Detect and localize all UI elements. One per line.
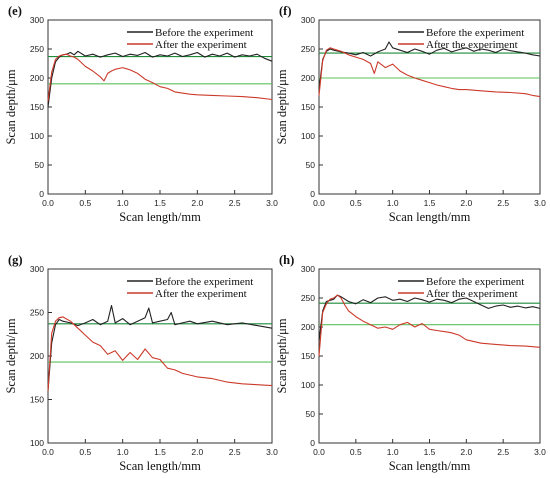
chart-panel-g: 0.0 0.5 1.0 1.5 2.0 2.5 3.0 100 150 200 250 300 (g) S… (4, 253, 278, 473)
series-line-after (47, 53, 273, 102)
y-tick-label: 200 (301, 73, 315, 83)
x-tick-label: 1.0 (387, 447, 399, 457)
series-line-before (318, 294, 541, 342)
x-tick-label: 2.5 (497, 447, 509, 457)
y-tick-label: 250 (30, 308, 44, 318)
x-tick-label: 1.0 (117, 447, 129, 457)
chart-panel-f: 0.0 0.5 1.0 1.5 2.0 2.5 3.0 0 50 100 150 200 250 300 (… (275, 4, 546, 224)
legend-label-before: Before the experiment (155, 276, 253, 288)
y-tick-label: 50 (306, 409, 316, 419)
series-line-after (318, 47, 541, 98)
legend-label-after: After the experiment (426, 288, 518, 300)
x-tick-label: 2.5 (229, 447, 241, 457)
legend-label-after: After the experiment (155, 288, 247, 300)
x-tick-label: 1.0 (117, 198, 129, 208)
x-tick-label: 2.0 (191, 198, 203, 208)
x-tick-label: 3.0 (534, 447, 546, 457)
y-tick-label: 200 (301, 322, 315, 332)
x-tick-label: 2.0 (191, 447, 203, 457)
x-tick-label: 1.5 (424, 447, 436, 457)
y-tick-label: 250 (301, 293, 315, 303)
y-tick-label: 300 (30, 264, 44, 274)
series-line-after (47, 316, 273, 391)
series-line-before (47, 50, 273, 108)
y-tick-label: 300 (301, 15, 315, 25)
x-tick-label: 0.0 (42, 198, 54, 208)
chart-panel-h: 0.0 0.5 1.0 1.5 2.0 2.5 3.0 0 50 100 150 200 250 300 (… (275, 253, 546, 473)
x-tick-label: 0.5 (350, 447, 362, 457)
y-tick-label: 50 (35, 160, 45, 170)
y-tick-label: 150 (30, 102, 44, 112)
y-tick-label: 250 (30, 44, 44, 54)
y-tick-label: 0 (39, 189, 44, 199)
x-axis-label: Scan length/mm (389, 210, 471, 224)
y-axis-label: Scan depth/μm (275, 69, 289, 144)
x-tick-label: 1.5 (424, 198, 436, 208)
x-tick-label: 0.5 (79, 198, 91, 208)
x-tick-label: 0.0 (313, 447, 325, 457)
y-tick-label: 100 (30, 131, 44, 141)
y-axis-label: Scan depth/μm (4, 69, 18, 144)
y-tick-label: 100 (301, 131, 315, 141)
y-axis-label: Scan depth/μm (275, 318, 289, 393)
y-axis-label: Scan depth/μm (4, 318, 18, 393)
x-tick-label: 1.0 (387, 198, 399, 208)
x-tick-label: 3.0 (266, 198, 278, 208)
legend-label-before: Before the experiment (426, 276, 524, 288)
y-tick-label: 200 (30, 351, 44, 361)
y-tick-label: 200 (30, 73, 44, 83)
x-tick-label: 2.0 (460, 198, 472, 208)
x-tick-label: 2.5 (497, 198, 509, 208)
panel-label: (h) (279, 253, 294, 267)
y-tick-label: 250 (301, 44, 315, 54)
panel-label: (g) (8, 253, 23, 267)
x-tick-label: 3.0 (534, 198, 546, 208)
x-tick-label: 0.0 (313, 198, 325, 208)
legend-label-after: After the experiment (426, 39, 518, 51)
y-tick-label: 0 (310, 189, 315, 199)
y-tick-label: 150 (301, 102, 315, 112)
series-line-before (47, 304, 273, 391)
x-axis-label: Scan length/mm (389, 459, 471, 473)
x-tick-label: 3.0 (266, 447, 278, 457)
y-tick-label: 300 (30, 15, 44, 25)
y-tick-label: 0 (310, 438, 315, 448)
panel-label: (e) (8, 4, 22, 18)
x-tick-label: 0.5 (350, 198, 362, 208)
y-tick-label: 100 (301, 380, 315, 390)
x-tick-label: 1.5 (154, 447, 166, 457)
x-tick-label: 2.0 (460, 447, 472, 457)
chart-panel-e: 0.0 0.5 1.0 1.5 2.0 2.5 3.0 0 50 100 150 200 250 300 (… (4, 4, 278, 224)
x-tick-label: 1.5 (154, 198, 166, 208)
x-axis-label: Scan length/mm (119, 459, 201, 473)
y-tick-label: 150 (30, 395, 44, 405)
panel-label: (f) (279, 4, 292, 18)
legend-label-before: Before the experiment (155, 27, 253, 39)
x-tick-label: 2.5 (229, 198, 241, 208)
legend-label-before: Before the experiment (426, 27, 524, 39)
x-axis-label: Scan length/mm (119, 210, 201, 224)
x-tick-label: 0.0 (42, 447, 54, 457)
y-tick-label: 100 (30, 438, 44, 448)
y-tick-label: 150 (301, 351, 315, 361)
x-tick-label: 0.5 (79, 447, 91, 457)
y-tick-label: 50 (306, 160, 316, 170)
series-line-after (318, 294, 541, 357)
y-tick-label: 300 (301, 264, 315, 274)
legend-label-after: After the experiment (155, 39, 247, 51)
